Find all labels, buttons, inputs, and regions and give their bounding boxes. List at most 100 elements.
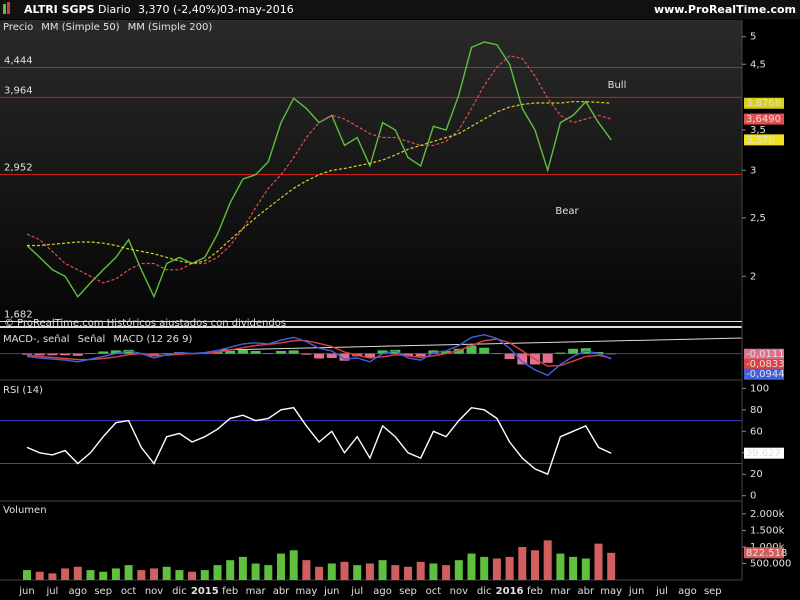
level-label: 2,952 xyxy=(4,162,33,173)
bar xyxy=(111,568,120,580)
bar xyxy=(251,563,260,580)
last-value-label: -0,0833 xyxy=(746,359,785,370)
bar xyxy=(441,350,452,354)
bar xyxy=(466,345,477,354)
y-tick-label: 2.000k xyxy=(750,509,785,520)
last-change: 3,370 (-2,40%) xyxy=(138,3,220,16)
series-line xyxy=(26,41,612,299)
x-tick-label: jul xyxy=(655,586,668,597)
bar xyxy=(110,350,121,354)
bar xyxy=(47,353,58,356)
bar xyxy=(594,543,603,580)
header-bar xyxy=(0,0,800,19)
level-label: 3,964 xyxy=(4,85,33,96)
x-tick-label: mar xyxy=(550,586,571,597)
x-tick-label: jul xyxy=(350,586,363,597)
x-tick-label: sep xyxy=(704,586,722,597)
bar xyxy=(542,353,553,363)
x-tick-label: ago xyxy=(373,586,392,597)
last-value-label: 39,627 xyxy=(746,448,781,459)
series-line xyxy=(26,55,612,284)
bar xyxy=(403,353,413,356)
source: www.ProRealTime.com xyxy=(654,3,796,16)
x-tick-label: dic xyxy=(477,586,492,597)
legend-entry: Precio xyxy=(3,22,33,33)
bar xyxy=(61,568,70,580)
bar xyxy=(555,352,566,354)
bar xyxy=(365,563,374,580)
y-tick-label: 2,5 xyxy=(750,213,766,224)
bar xyxy=(289,550,298,580)
y-tick-label: 60 xyxy=(750,426,763,437)
bar xyxy=(454,560,463,580)
bar xyxy=(175,570,184,580)
last-value-box xyxy=(744,134,784,146)
watermark: © ProRealTime.com Históricos ajustados c… xyxy=(4,317,286,329)
series-line xyxy=(26,406,612,476)
date: 03-may-2016 xyxy=(220,3,294,16)
y-tick-label: 100 xyxy=(750,383,769,394)
x-tick-label: ago xyxy=(678,586,697,597)
bar xyxy=(264,565,273,580)
bar xyxy=(492,558,501,580)
x-tick-label: may xyxy=(600,586,622,597)
bar xyxy=(556,553,565,580)
series-line xyxy=(27,101,612,265)
bar xyxy=(467,553,476,580)
last-value-box xyxy=(744,348,784,360)
x-tick-label: mar xyxy=(246,586,267,597)
legend-entry: MM (Simple 50) xyxy=(41,22,119,33)
bar xyxy=(479,347,490,354)
x-tick-label: sep xyxy=(399,586,417,597)
bar xyxy=(99,571,108,580)
last-value-label: -0,0111 xyxy=(746,349,785,360)
bar xyxy=(86,570,95,580)
bar xyxy=(301,353,312,355)
last-value-box xyxy=(744,447,784,459)
y-tick-label: 500.000 xyxy=(750,558,791,569)
header-icon xyxy=(7,2,10,14)
instrument-name: ALTRI SGPS xyxy=(24,3,95,16)
bar xyxy=(517,353,528,365)
bar xyxy=(518,546,527,580)
y-tick-label: 80 xyxy=(750,405,763,416)
bar xyxy=(288,350,299,354)
bar xyxy=(377,350,388,354)
trend-line xyxy=(219,337,743,351)
bar xyxy=(48,573,57,580)
bar xyxy=(442,565,451,580)
bar xyxy=(200,570,209,580)
legend-entry: MACD-, señal xyxy=(3,334,70,345)
x-tick-label: feb xyxy=(527,586,543,597)
legend-entry: Volumen xyxy=(3,505,47,516)
bar xyxy=(505,556,514,580)
last-value-box xyxy=(744,358,784,370)
last-value-label: 3,6490 xyxy=(746,114,781,125)
bar xyxy=(123,349,134,354)
bar xyxy=(302,560,311,580)
bar xyxy=(150,568,158,580)
last-value-label: 822.518 xyxy=(746,548,787,559)
legend-entry: MM (Simple 200) xyxy=(128,22,213,33)
y-tick-label: 3,5 xyxy=(750,125,766,136)
x-tick-label: jul xyxy=(45,586,58,597)
bar xyxy=(263,353,274,354)
x-tick-label: dic xyxy=(172,586,187,597)
header-icon xyxy=(3,4,6,14)
bar xyxy=(531,550,539,580)
bar xyxy=(277,553,285,580)
bar xyxy=(137,570,146,580)
bar xyxy=(225,350,236,354)
bar xyxy=(364,353,375,358)
x-tick-label: jun xyxy=(628,586,644,597)
bar xyxy=(453,348,464,354)
bar xyxy=(504,353,515,360)
bar xyxy=(607,552,616,580)
y-tick-label: 20 xyxy=(750,469,763,480)
bar xyxy=(72,353,83,356)
legend-entry: Señal xyxy=(78,334,106,345)
bar xyxy=(593,352,604,354)
series-line xyxy=(26,333,612,377)
y-tick-label: 2 xyxy=(750,271,756,282)
